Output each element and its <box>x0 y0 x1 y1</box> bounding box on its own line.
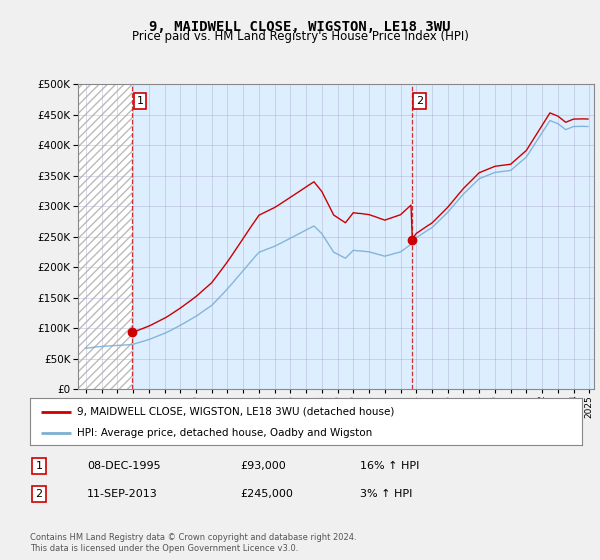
Text: £93,000: £93,000 <box>240 461 286 471</box>
Text: 16% ↑ HPI: 16% ↑ HPI <box>360 461 419 471</box>
Bar <box>132 84 594 389</box>
Text: 3% ↑ HPI: 3% ↑ HPI <box>360 489 412 499</box>
Text: £245,000: £245,000 <box>240 489 293 499</box>
Text: 11-SEP-2013: 11-SEP-2013 <box>87 489 158 499</box>
Bar <box>78 84 132 389</box>
Text: 1: 1 <box>35 461 43 471</box>
Text: 08-DEC-1995: 08-DEC-1995 <box>87 461 161 471</box>
Text: 9, MAIDWELL CLOSE, WIGSTON, LE18 3WU (detached house): 9, MAIDWELL CLOSE, WIGSTON, LE18 3WU (de… <box>77 407 394 417</box>
Text: 9, MAIDWELL CLOSE, WIGSTON, LE18 3WU: 9, MAIDWELL CLOSE, WIGSTON, LE18 3WU <box>149 20 451 34</box>
Text: This data is licensed under the Open Government Licence v3.0.: This data is licensed under the Open Gov… <box>30 544 298 553</box>
Text: Price paid vs. HM Land Registry's House Price Index (HPI): Price paid vs. HM Land Registry's House … <box>131 30 469 43</box>
Text: 2: 2 <box>35 489 43 499</box>
Text: HPI: Average price, detached house, Oadby and Wigston: HPI: Average price, detached house, Oadb… <box>77 428 372 438</box>
Text: 2: 2 <box>416 96 424 106</box>
Text: 1: 1 <box>137 96 143 106</box>
Text: Contains HM Land Registry data © Crown copyright and database right 2024.: Contains HM Land Registry data © Crown c… <box>30 533 356 542</box>
